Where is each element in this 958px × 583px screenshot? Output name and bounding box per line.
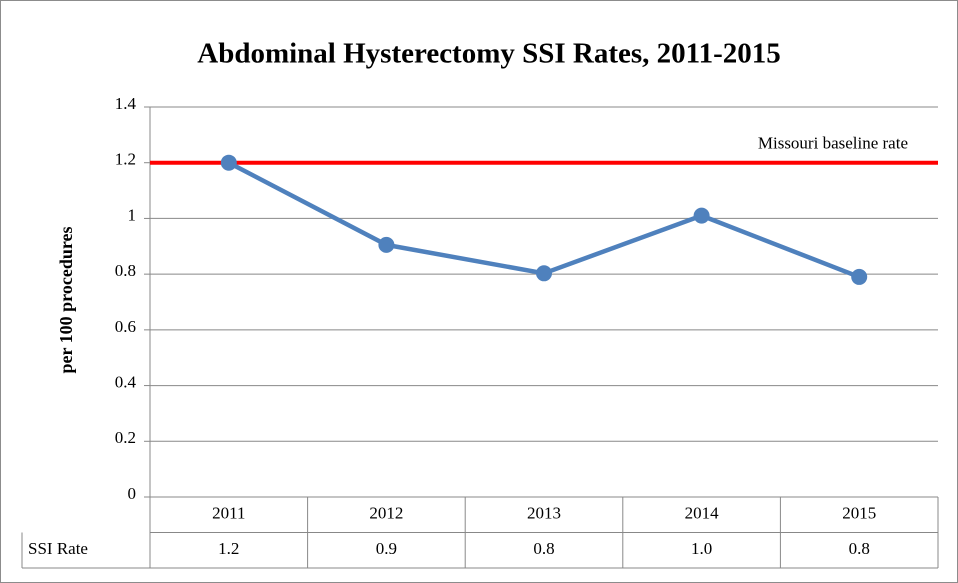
table-value: 0.8 xyxy=(849,539,870,558)
x-tick-label: 2012 xyxy=(369,504,403,523)
legend-label: SSI Rate xyxy=(28,539,88,558)
point xyxy=(378,236,395,253)
x-tick-label: 2011 xyxy=(212,504,245,523)
baseline-label: Missouri baseline rate xyxy=(758,134,908,153)
y-tick-label: 0.2 xyxy=(115,428,136,447)
chart-title: Abdominal Hysterectomy SSI Rates, 2011-2… xyxy=(197,38,780,70)
x-tick-label: 2014 xyxy=(685,504,720,523)
point xyxy=(536,265,552,282)
y-tick-label: 0.8 xyxy=(115,261,136,280)
y-tick-label: 0 xyxy=(128,484,137,503)
y-tick-label: 1.2 xyxy=(115,150,136,169)
y-tick-label: 1 xyxy=(128,205,137,224)
table-value: 0.8 xyxy=(533,539,554,558)
x-tick-label: 2013 xyxy=(527,504,561,523)
y-tick-label: 0.6 xyxy=(115,317,136,336)
x-tick-label: 2015 xyxy=(842,504,876,523)
y-tick-label: 0.4 xyxy=(115,372,137,391)
table-value: 1.2 xyxy=(218,539,239,558)
point xyxy=(693,207,710,224)
table-value: 0.9 xyxy=(376,539,397,558)
y-axis-label: per 100 procedures xyxy=(56,227,76,374)
y-tick-label: 1.4 xyxy=(115,94,137,113)
point xyxy=(220,154,237,171)
table-value: 1.0 xyxy=(691,539,712,558)
point xyxy=(851,268,868,285)
